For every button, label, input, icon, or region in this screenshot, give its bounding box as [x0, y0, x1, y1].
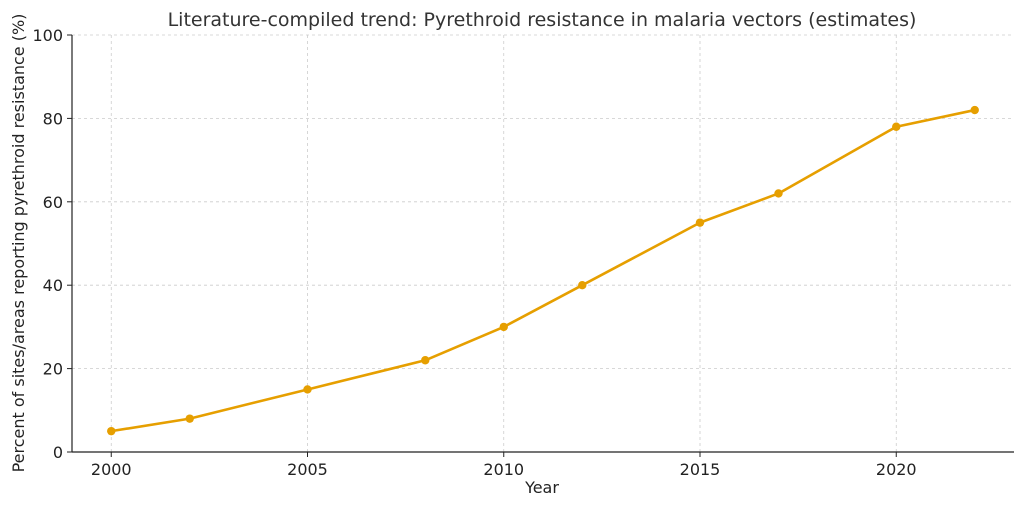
data-point-2008 [421, 356, 430, 365]
data-point-2022 [970, 105, 979, 115]
x-tick-label-2000: 2000 [91, 460, 132, 479]
data-point-2012 [578, 281, 587, 290]
chart-title: Literature-compiled trend: Pyrethroid re… [168, 9, 917, 31]
x-axis-label: Year [524, 478, 559, 497]
data-point-2000 [107, 426, 116, 436]
data-point-2017 [774, 189, 783, 198]
data-point-2005 [303, 385, 312, 394]
x-tick-label-2010: 2010 [483, 460, 524, 479]
grid [72, 34, 1014, 453]
y-tick-label-20: 20 [43, 360, 63, 379]
data-point-2002 [185, 414, 194, 423]
x-tick-label-2015: 2015 [680, 460, 721, 479]
x-tick-label-2020: 2020 [876, 460, 917, 479]
data-point-2015 [695, 218, 705, 227]
y-tick-label-80: 80 [43, 109, 63, 128]
y-tick-label-100: 100 [32, 26, 63, 45]
x-axis-ticks: 2000 2005 2010 2015 2020 [91, 452, 917, 479]
y-tick-label-60: 60 [43, 193, 63, 212]
x-tick-label-2005: 2005 [287, 460, 328, 479]
axes [71, 35, 1014, 453]
data-point-2010 [499, 322, 508, 332]
series-line-0 [109, 108, 977, 433]
y-tick-label-0: 0 [53, 443, 63, 462]
y-axis-label: Percent of sites/areas reporting pyrethr… [9, 14, 28, 473]
y-axis-ticks: 0 20 40 60 80 100 [32, 26, 72, 462]
data-series [107, 105, 979, 436]
data-point-2020 [892, 122, 901, 131]
y-tick-label-40: 40 [43, 276, 63, 295]
